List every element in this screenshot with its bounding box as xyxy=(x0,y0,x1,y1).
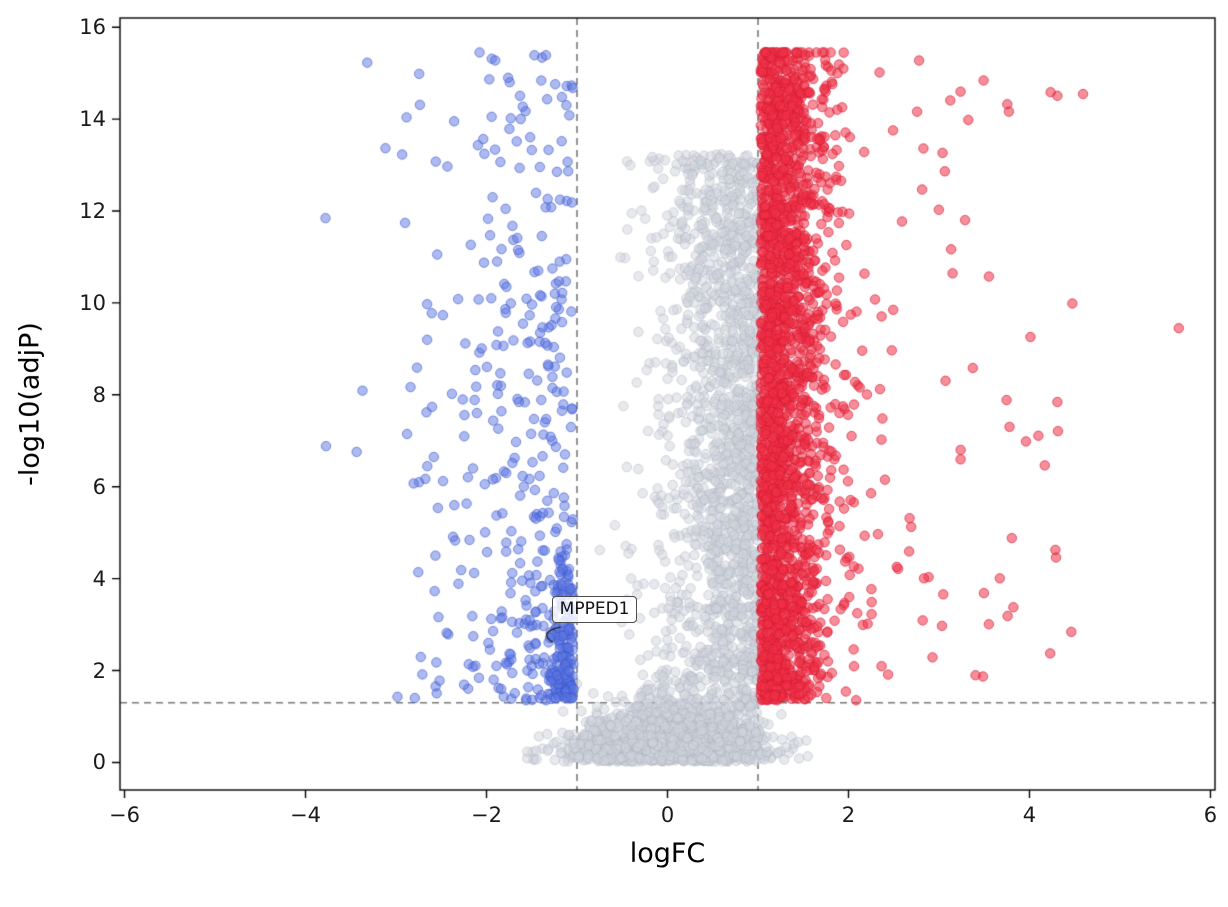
y-tick-label: 4 xyxy=(92,566,106,591)
x-tick-label: 2 xyxy=(841,803,856,827)
y-tick-label: 2 xyxy=(92,658,106,683)
y-tick-label: 0 xyxy=(92,750,106,775)
x-axis-label: logFC xyxy=(629,838,706,869)
x-tick-label: 0 xyxy=(660,803,675,827)
gene-annotation-label: MPPED1 xyxy=(551,596,638,624)
x-tick-label: −6 xyxy=(109,803,140,827)
y-tick-label: 14 xyxy=(79,107,106,132)
x-tick-label: 6 xyxy=(1203,803,1218,827)
y-tick-label: 8 xyxy=(92,382,106,407)
x-tick-label: −4 xyxy=(290,803,321,827)
y-tick-label: 10 xyxy=(79,290,106,315)
gene-annotation-text: MPPED1 xyxy=(559,599,630,620)
x-tick-label: −2 xyxy=(471,803,502,827)
y-tick-label: 16 xyxy=(79,15,106,40)
y-tick-label: 12 xyxy=(79,199,106,223)
y-tick-label: 6 xyxy=(92,474,106,499)
x-tick-label: 4 xyxy=(1022,803,1037,827)
